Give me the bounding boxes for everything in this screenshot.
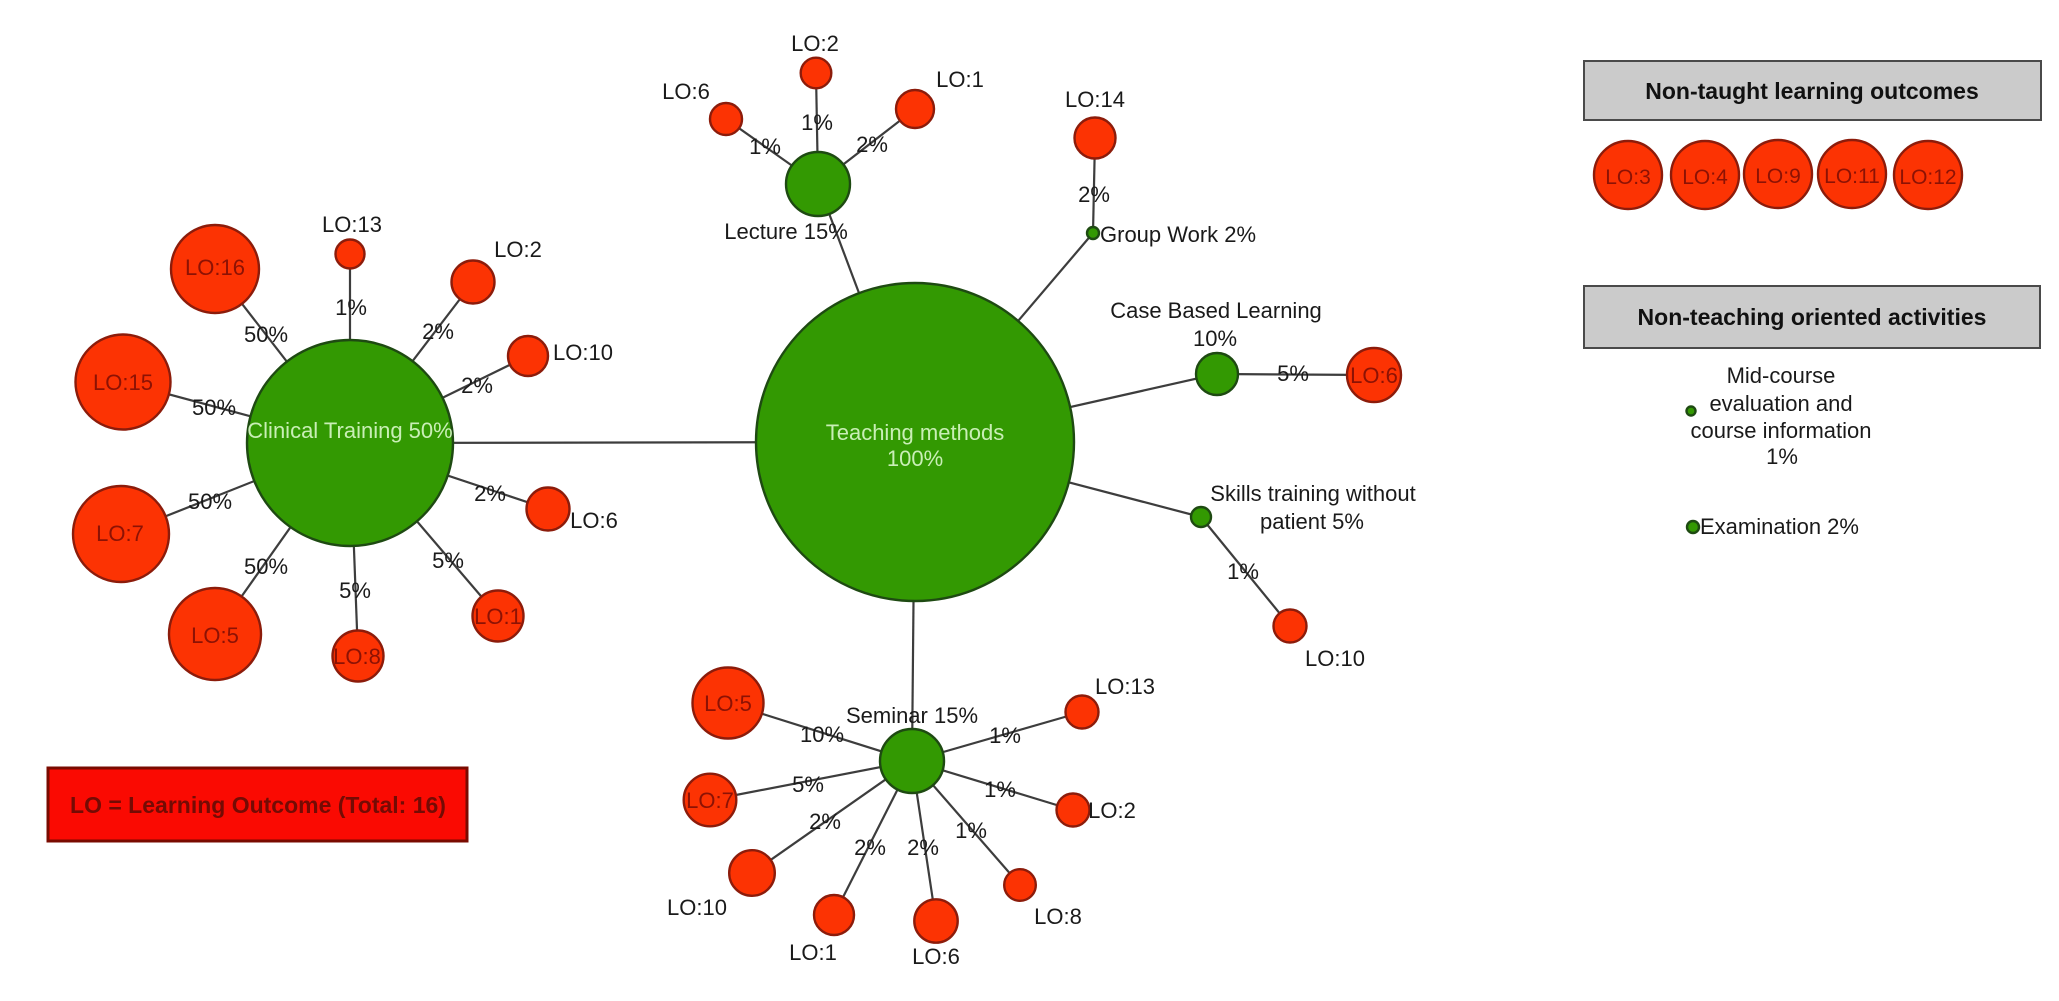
svg-text:Case Based Learning: Case Based Learning [1110,298,1322,323]
svg-text:LO:13: LO:13 [1095,674,1155,699]
svg-text:2%: 2% [854,835,886,860]
svg-text:2%: 2% [1078,182,1110,207]
svg-text:1%: 1% [984,777,1016,802]
svg-text:Group Work 2%: Group Work 2% [1100,222,1256,247]
svg-text:Non-taught learning outcomes: Non-taught learning outcomes [1645,78,1979,104]
svg-text:1%: 1% [335,295,367,320]
svg-text:1%: 1% [749,134,781,159]
svg-text:50%: 50% [244,554,288,579]
svg-text:1%: 1% [989,723,1021,748]
svg-text:5%: 5% [792,772,824,797]
svg-text:LO:16: LO:16 [185,255,245,280]
svg-text:LO:1: LO:1 [936,67,984,92]
svg-text:LO:13: LO:13 [322,212,382,237]
svg-text:Clinical Training 50%: Clinical Training 50% [247,418,452,443]
svg-text:2%: 2% [907,835,939,860]
svg-text:LO:1: LO:1 [474,604,522,629]
svg-text:2%: 2% [809,809,841,834]
svg-text:2%: 2% [422,319,454,344]
svg-text:Non-teaching oriented activiti: Non-teaching oriented activities [1638,304,1987,330]
svg-text:Seminar 15%: Seminar 15% [846,703,978,728]
svg-text:LO:10: LO:10 [1305,646,1365,671]
svg-text:LO:14: LO:14 [1065,87,1125,112]
svg-text:evaluation and: evaluation and [1709,391,1852,416]
svg-text:5%: 5% [1277,361,1309,386]
svg-text:LO = Learning Outcome (Total:: LO = Learning Outcome (Total: 16) [70,792,446,818]
svg-text:course information: course information [1691,418,1872,443]
svg-text:LO:5: LO:5 [704,691,752,716]
svg-text:10%: 10% [1193,326,1237,351]
svg-text:1%: 1% [1227,559,1259,584]
svg-text:LO:1: LO:1 [789,940,837,965]
svg-text:LO:2: LO:2 [791,31,839,56]
svg-text:Teaching methods: Teaching methods [826,420,1005,445]
svg-text:LO:2: LO:2 [494,237,542,262]
svg-text:1%: 1% [955,818,987,843]
svg-text:LO:3: LO:3 [1605,166,1651,189]
svg-text:50%: 50% [244,322,288,347]
svg-text:LO:9: LO:9 [1755,165,1801,188]
svg-text:LO:10: LO:10 [553,340,613,365]
svg-text:100%: 100% [887,446,943,471]
svg-text:LO:2: LO:2 [1088,798,1136,823]
svg-text:LO:10: LO:10 [667,895,727,920]
svg-text:patient 5%: patient 5% [1260,509,1364,534]
svg-text:10%: 10% [800,722,844,747]
svg-text:LO:7: LO:7 [96,521,144,546]
svg-text:1%: 1% [801,110,833,135]
svg-text:Skills training without: Skills training without [1210,481,1415,506]
svg-text:LO:6: LO:6 [1350,363,1398,388]
svg-text:LO:5: LO:5 [191,623,239,648]
svg-text:50%: 50% [192,395,236,420]
svg-text:LO:8: LO:8 [333,644,381,669]
svg-text:5%: 5% [339,578,371,603]
svg-text:2%: 2% [856,132,888,157]
svg-text:LO:6: LO:6 [912,944,960,969]
svg-text:LO:12: LO:12 [1899,166,1956,189]
svg-text:Mid-course: Mid-course [1727,363,1836,388]
svg-text:2%: 2% [474,481,506,506]
svg-text:LO:4: LO:4 [1682,166,1728,189]
svg-text:LO:8: LO:8 [1034,904,1082,929]
svg-text:2%: 2% [461,373,493,398]
svg-text:LO:15: LO:15 [93,370,153,395]
svg-text:LO:7: LO:7 [686,788,734,813]
svg-text:LO:11: LO:11 [1824,165,1880,188]
svg-text:5%: 5% [432,548,464,573]
svg-text:LO:6: LO:6 [662,79,710,104]
svg-text:50%: 50% [188,489,232,514]
svg-text:1%: 1% [1766,444,1798,469]
svg-text:Lecture 15%: Lecture 15% [724,219,848,244]
svg-text:Examination 2%: Examination 2% [1700,514,1859,539]
svg-text:LO:6: LO:6 [570,508,618,533]
